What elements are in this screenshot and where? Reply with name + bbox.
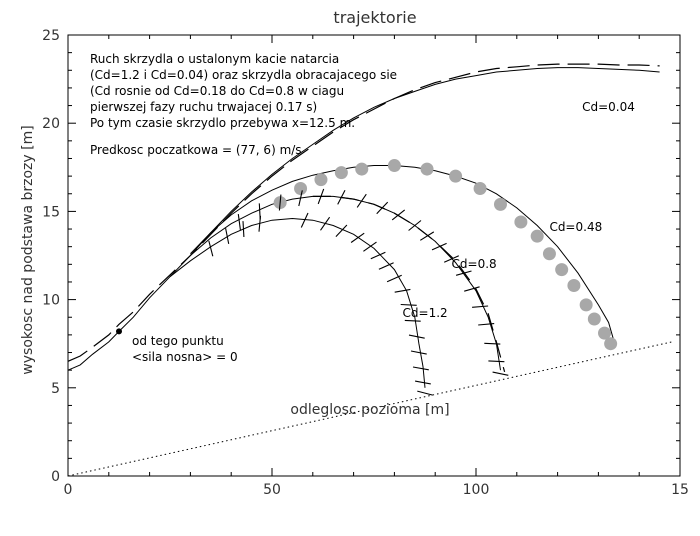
y-tick-label: 10	[42, 293, 60, 309]
data-point-cd048	[387, 159, 401, 173]
data-point-cd048	[493, 197, 507, 211]
point-annotation: od tego punktu	[132, 334, 224, 348]
x-tick-label: 0	[64, 482, 73, 498]
note-line: Ruch skrzydla o ustalonym kacie natarcia	[90, 52, 339, 66]
tick-marker	[278, 194, 282, 211]
tick-marker	[391, 209, 406, 221]
tick-marker	[363, 241, 377, 252]
tick-marker	[208, 240, 214, 257]
note-line: pierwszej fazy ruchu trwajacej 0.17 s)	[90, 100, 317, 114]
series-cd-0-04-obracajace-sie-line	[67, 63, 660, 362]
tick-marker	[415, 380, 431, 385]
tick-marker	[378, 262, 394, 270]
point-annotation: <sila nosna> = 0	[132, 350, 238, 364]
tick-marker	[386, 274, 402, 283]
series-cd-0-48-line	[190, 165, 616, 344]
series-group	[67, 63, 672, 477]
tick-marker	[376, 201, 389, 215]
data-point-cd048	[355, 162, 369, 176]
data-point-cd048	[314, 173, 328, 187]
note-line: (Cd rosnie od Cd=0.18 do Cd=0.8 w ciagu	[90, 84, 344, 98]
tick-marker	[394, 288, 411, 293]
tick-marker	[472, 305, 489, 308]
tick-marker	[300, 212, 309, 228]
plot-frame-rect	[67, 34, 681, 477]
tick-marker	[400, 303, 417, 306]
data-point-cd048	[579, 298, 593, 312]
markers-group	[116, 159, 618, 396]
tick-marker	[455, 270, 472, 276]
x-tick-label: 100	[463, 482, 490, 498]
y-tick-label: 20	[42, 116, 60, 132]
data-point-cd048	[598, 326, 612, 340]
series-cd-0-04-line	[67, 67, 660, 371]
series-label: Cd=0.8	[452, 257, 497, 271]
data-point-cd048	[514, 215, 528, 229]
y-axis-label: wysokosc nad podstawa brzozy [m]	[20, 125, 36, 374]
series-cd-0-8-dash-line	[312, 195, 506, 373]
tick-marker	[420, 231, 435, 241]
plot-frame	[67, 34, 681, 477]
series-label: Cd=1.2	[403, 306, 448, 320]
data-point-cd048	[294, 181, 308, 195]
series-cd-1-2-line	[169, 217, 426, 388]
tick-marker	[408, 220, 422, 231]
y-tick-label: 5	[51, 381, 60, 397]
series-label: Cd=0.48	[549, 220, 602, 234]
notes-group: Ruch skrzydla o ustalonym kacie natarcia…	[90, 52, 635, 364]
data-point-cd048	[555, 263, 569, 277]
data-point-cd048	[542, 247, 556, 261]
tick-marker	[335, 224, 348, 237]
data-point-cd048	[587, 312, 601, 326]
tick-marker	[242, 221, 245, 238]
marked-point	[116, 328, 122, 335]
tick-marker	[350, 232, 365, 243]
data-point-cd048	[604, 337, 618, 351]
x-axis-label: odleglosc pozioma [m]	[290, 402, 449, 418]
tick-marker	[443, 255, 460, 263]
chart-title: trajektorie	[333, 8, 416, 27]
tick-marker	[417, 390, 433, 396]
tick-marker	[225, 228, 230, 245]
tick-marker	[298, 190, 303, 207]
note-line: (Cd=1.2 i Cd=0.04) oraz skrzydla obracaj…	[90, 68, 397, 82]
data-point-cd048	[567, 278, 581, 292]
tick-marker	[488, 360, 505, 363]
tick-marker	[431, 242, 447, 251]
x-tick-label: 50	[263, 482, 281, 498]
data-point-cd048	[334, 166, 348, 180]
tick-marker	[478, 323, 495, 326]
series-cd-0-8-line	[190, 195, 501, 371]
tick-marker	[408, 334, 425, 339]
tick-marker	[492, 371, 509, 376]
data-point-cd048	[449, 169, 463, 183]
series-label: Cd=0.04	[582, 100, 635, 114]
tick-marker	[484, 342, 501, 345]
tick-marker	[464, 286, 480, 292]
y-tick-label: 25	[42, 28, 60, 44]
initial-speed-note: Predkosc poczatkowa = (77, 6) m/s	[90, 143, 302, 157]
y-tick-label: 15	[42, 204, 60, 220]
data-point-cd048	[420, 162, 434, 176]
note-line: Po tym czasie skrzydlo przebywa x=12.5 m…	[90, 116, 355, 130]
y-tick-label: 0	[51, 469, 60, 485]
tick-marker	[258, 215, 262, 232]
tick-marker	[404, 319, 421, 322]
tick-marker	[337, 189, 346, 205]
tick-marker	[410, 350, 427, 355]
tick-marker	[237, 214, 241, 230]
tick-marker	[356, 193, 367, 208]
tick-marker	[317, 188, 325, 205]
tick-marker	[320, 216, 331, 231]
tick-marker	[370, 251, 386, 260]
data-point-cd048	[473, 181, 487, 195]
x-tick-label: 15	[671, 482, 689, 498]
tick-marker	[412, 366, 429, 371]
data-point-cd048	[530, 229, 544, 243]
